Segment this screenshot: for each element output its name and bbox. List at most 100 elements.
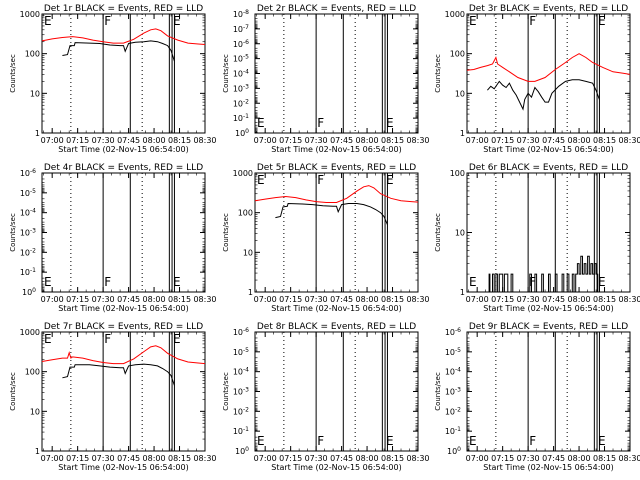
panel-det3r: Det 3r BLACK = Events, RED = LLD 1 10 100 10… [434,4,640,154]
y-tick-label: 10-4 [445,367,461,377]
x-tick-label: 08:00 [356,136,379,145]
event-marker-label: F [104,14,111,28]
x-tick-label: 07:45 [542,454,565,463]
event-marker-label: E [173,275,181,289]
y-tick-label: 10-3 [233,387,249,397]
x-tick-label: 08:00 [356,295,379,304]
panel-title: Det 5r BLACK = Events, RED = LLD [257,163,416,173]
x-tick-label: 07:30 [517,295,540,304]
y-axis-label: Counts/sec [9,213,17,252]
x-axis-label: Start Time (02-Nov-15 06:54:00) [58,145,188,154]
y-tick-label: 1000 [445,10,465,19]
x-axis-label: Start Time (02-Nov-15 06:54:00) [483,304,613,313]
panel-det5r: Det 5r BLACK = Events, RED = LLD 1 10 100 10… [222,163,430,313]
y-tick-label: 10-6 [20,168,36,178]
y-axis-label: Counts/sec [9,54,17,93]
y-tick-label: 10-5 [233,54,249,64]
x-tick-label: 08:15 [381,136,404,145]
y-tick-label: 10-1 [233,113,249,123]
event-marker-label: E [173,14,181,28]
panel-title: Det 6r BLACK = Events, RED = LLD [469,163,628,173]
x-tick-label: 07:00 [466,454,489,463]
y-tick-label: 100 [447,446,461,456]
y-tick-label: 10-2 [20,247,36,257]
panel-det4r: Det 4r BLACK = Events, RED = LLD 100 10-1 1… [9,163,217,313]
y-tick-label: 10-6 [445,327,461,337]
x-tick-label: 07:00 [466,136,489,145]
x-tick-label: 07:15 [491,136,514,145]
event-marker-label: E [598,434,606,448]
x-tick-label: 07:45 [330,295,353,304]
x-tick-label: 07:00 [41,295,64,304]
event-marker-label: E [386,173,394,187]
y-tick-label: 1000 [20,10,40,19]
y-tick-label: 10-3 [20,228,36,238]
x-tick-label: 07:15 [66,295,89,304]
series-events-line [487,79,600,111]
x-tick-label: 08:15 [168,136,191,145]
y-tick-label: 10-2 [233,406,249,416]
x-tick-label: 07:30 [92,295,115,304]
x-tick-label: 07:15 [279,295,302,304]
y-axis-label: Counts/sec [9,372,17,411]
x-tick-label: 08:15 [381,295,404,304]
y-tick-label: 1 [35,129,40,138]
event-marker-label: F [529,275,536,289]
x-axis-label: Start Time (02-Nov-15 06:54:00) [483,145,613,154]
x-tick-label: 08:00 [143,295,166,304]
y-tick-label: 10-2 [445,406,461,416]
event-marker-label: F [317,116,324,130]
x-tick-label: 08:30 [193,136,216,145]
y-tick-label: 10-3 [445,387,461,397]
x-tick-label: 07:15 [66,454,89,463]
y-tick-label: 10-2 [233,98,249,108]
x-axis-label: Start Time (02-Nov-15 06:54:00) [483,463,613,472]
y-tick-label: 100 [235,446,249,456]
y-axis-label: Counts/sec [222,54,230,93]
x-tick-label: 07:15 [491,295,514,304]
x-tick-label: 08:15 [381,454,404,463]
y-tick-label: 10-8 [233,9,249,19]
plot-frame [41,13,206,134]
y-tick-label: 10-1 [445,426,461,436]
series-events-line [275,202,388,225]
panel-title: Det 9r BLACK = Events, RED = LLD [469,322,628,332]
y-tick-label: 10-5 [445,347,461,357]
x-tick-label: 07:30 [92,136,115,145]
x-tick-label: 07:00 [41,136,64,145]
x-tick-label: 07:15 [66,136,89,145]
x-axis-label: Start Time (02-Nov-15 06:54:00) [58,463,188,472]
x-tick-label: 07:00 [254,136,277,145]
y-tick-label: 10-5 [233,347,249,357]
x-tick-label: 07:00 [466,295,489,304]
x-tick-label: 07:30 [305,454,328,463]
y-tick-label: 100 [235,128,249,138]
panel-title: Det 1r BLACK = Events, RED = LLD [44,4,203,14]
x-tick-label: 08:15 [593,295,616,304]
x-tick-label: 08:15 [593,136,616,145]
event-marker-label: E [469,275,477,289]
event-marker-label: F [529,434,536,448]
y-tick-label: 10-6 [233,327,249,337]
x-tick-label: 08:00 [568,136,591,145]
x-tick-label: 07:45 [330,454,353,463]
x-axis-label: Start Time (02-Nov-15 06:54:00) [58,304,188,313]
y-tick-label: 10 [455,229,465,238]
panel-det2r: Det 2r BLACK = Events, RED = LLD 100 10-1 1… [222,4,430,154]
y-tick-label: 10-4 [20,208,36,218]
x-tick-label: 08:00 [143,136,166,145]
x-tick-label: 07:00 [41,454,64,463]
x-tick-label: 07:15 [279,454,302,463]
event-marker-label: E [257,434,265,448]
x-tick-label: 07:45 [330,136,353,145]
event-marker-label: F [529,14,536,28]
series-lld-line [254,185,419,203]
x-tick-label: 07:30 [305,136,328,145]
y-tick-label: 100 [25,368,40,377]
event-marker-label: E [257,173,265,187]
y-axis-label: Counts/sec [222,213,230,252]
series-lld-line [466,53,631,82]
x-tick-label: 07:00 [254,295,277,304]
y-tick-label: 10-3 [233,83,249,93]
x-tick-label: 08:00 [568,454,591,463]
